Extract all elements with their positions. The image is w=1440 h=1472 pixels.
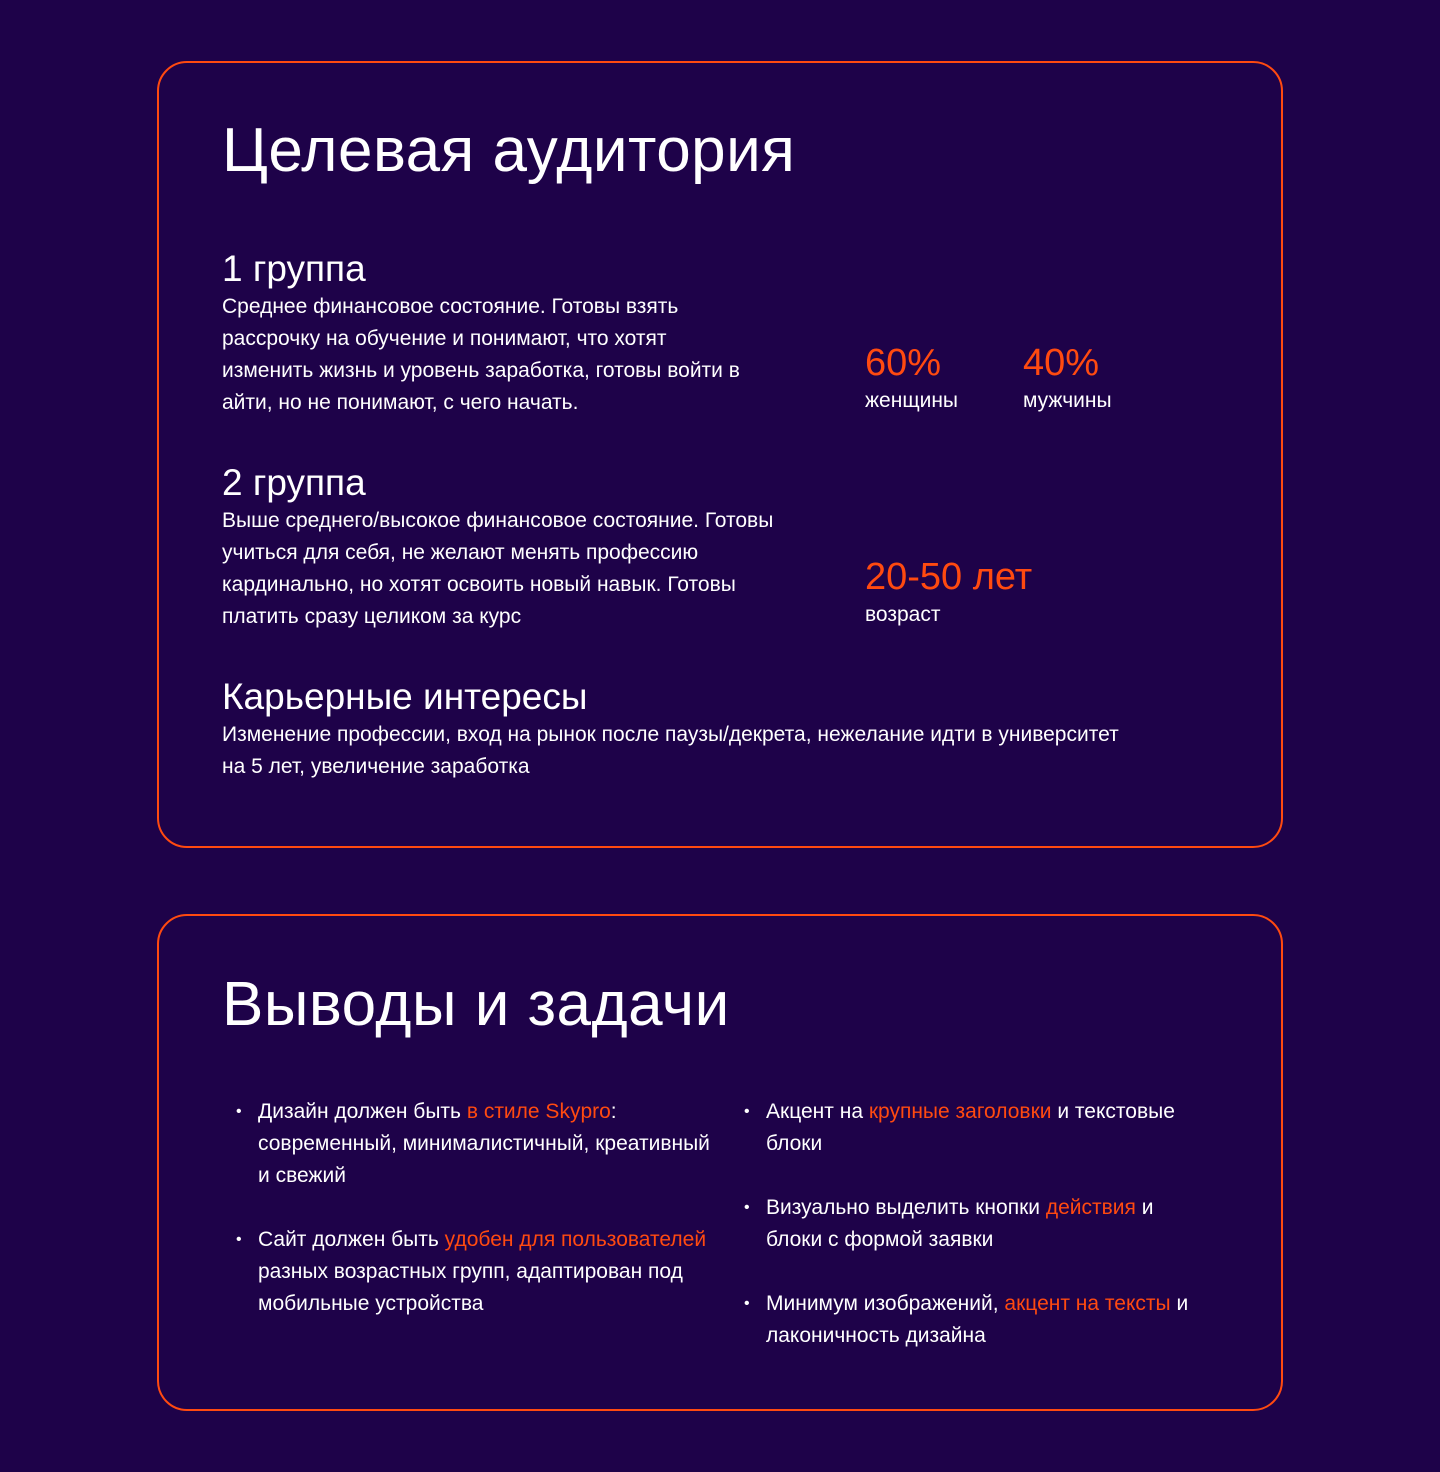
list-item: Минимум изображений, акцент на тексты и …: [730, 1288, 1200, 1352]
section-title: Целевая аудитория: [222, 116, 796, 185]
list-item: Акцент на крупные заголовки и текстовые …: [730, 1096, 1200, 1160]
stat-value: 20-50 лет: [865, 556, 1033, 598]
text: Дизайн должен быть: [258, 1100, 467, 1123]
list-item: Сайт должен быть удобен для пользователе…: [222, 1224, 712, 1320]
highlight: крупные заголовки: [868, 1100, 1052, 1123]
stat-label: возраст: [865, 603, 941, 626]
text: Визуально выделить кнопки: [766, 1196, 1046, 1219]
highlight: акцент на тексты: [1004, 1292, 1171, 1315]
career-title: Карьерные интересы: [222, 676, 588, 717]
stat-men: 40% мужчины: [1023, 341, 1112, 415]
conclusions-list-right: Акцент на крупные заголовки и текстовые …: [730, 1096, 1200, 1384]
career-description: Изменение профессии, вход на рынок после…: [222, 723, 1119, 778]
target-audience-card: Целевая аудитория 1 группа Среднее финан…: [157, 61, 1283, 848]
highlight: удобен для пользователей: [444, 1228, 707, 1251]
stat-value: 60%: [865, 342, 942, 384]
conclusions-card: Выводы и задачи Дизайн должен быть в сти…: [157, 914, 1283, 1411]
highlight: действия: [1045, 1196, 1136, 1219]
text: и текстовые блоки: [766, 1100, 1175, 1155]
group-2: 2 группа Выше среднего/высокое финансово…: [222, 461, 802, 633]
stat-label: мужчины: [1023, 389, 1112, 412]
group-title: 2 группа: [222, 462, 366, 503]
group-title: 1 группа: [222, 248, 366, 289]
group-description: Среднее финансовое состояние. Готовы взя…: [222, 295, 740, 414]
text: : современный, минималистичный, креативн…: [258, 1100, 710, 1187]
list-item: Дизайн должен быть в стиле Skypro: совре…: [222, 1096, 712, 1192]
text: и блоки с формой заявки: [766, 1196, 1154, 1251]
text: Минимум изображений,: [766, 1292, 1005, 1315]
highlight: в стиле Skypro: [466, 1100, 611, 1123]
text: и лаконичность дизайна: [766, 1292, 1189, 1347]
text: Сайт должен быть: [258, 1228, 445, 1251]
list-item: Визуально выделить кнопки действия и бло…: [730, 1192, 1200, 1256]
conclusions-list-left: Дизайн должен быть в стиле Skypro: совре…: [222, 1096, 712, 1352]
career-interests: Карьерные интересы Изменение профессии, …: [222, 675, 1122, 783]
text: Акцент на: [766, 1100, 869, 1123]
text: разных возрастных групп, адаптирован под…: [258, 1260, 683, 1315]
group-description: Выше среднего/высокое финансовое состоян…: [222, 509, 774, 628]
stat-value: 40%: [1023, 342, 1100, 384]
stat-age: 20-50 лет возраст: [865, 555, 1032, 629]
stat-women: 60% женщины: [865, 341, 958, 415]
section-title: Выводы и задачи: [222, 970, 730, 1039]
stat-label: женщины: [865, 389, 959, 412]
group-1: 1 группа Среднее финансовое состояние. Г…: [222, 247, 762, 419]
